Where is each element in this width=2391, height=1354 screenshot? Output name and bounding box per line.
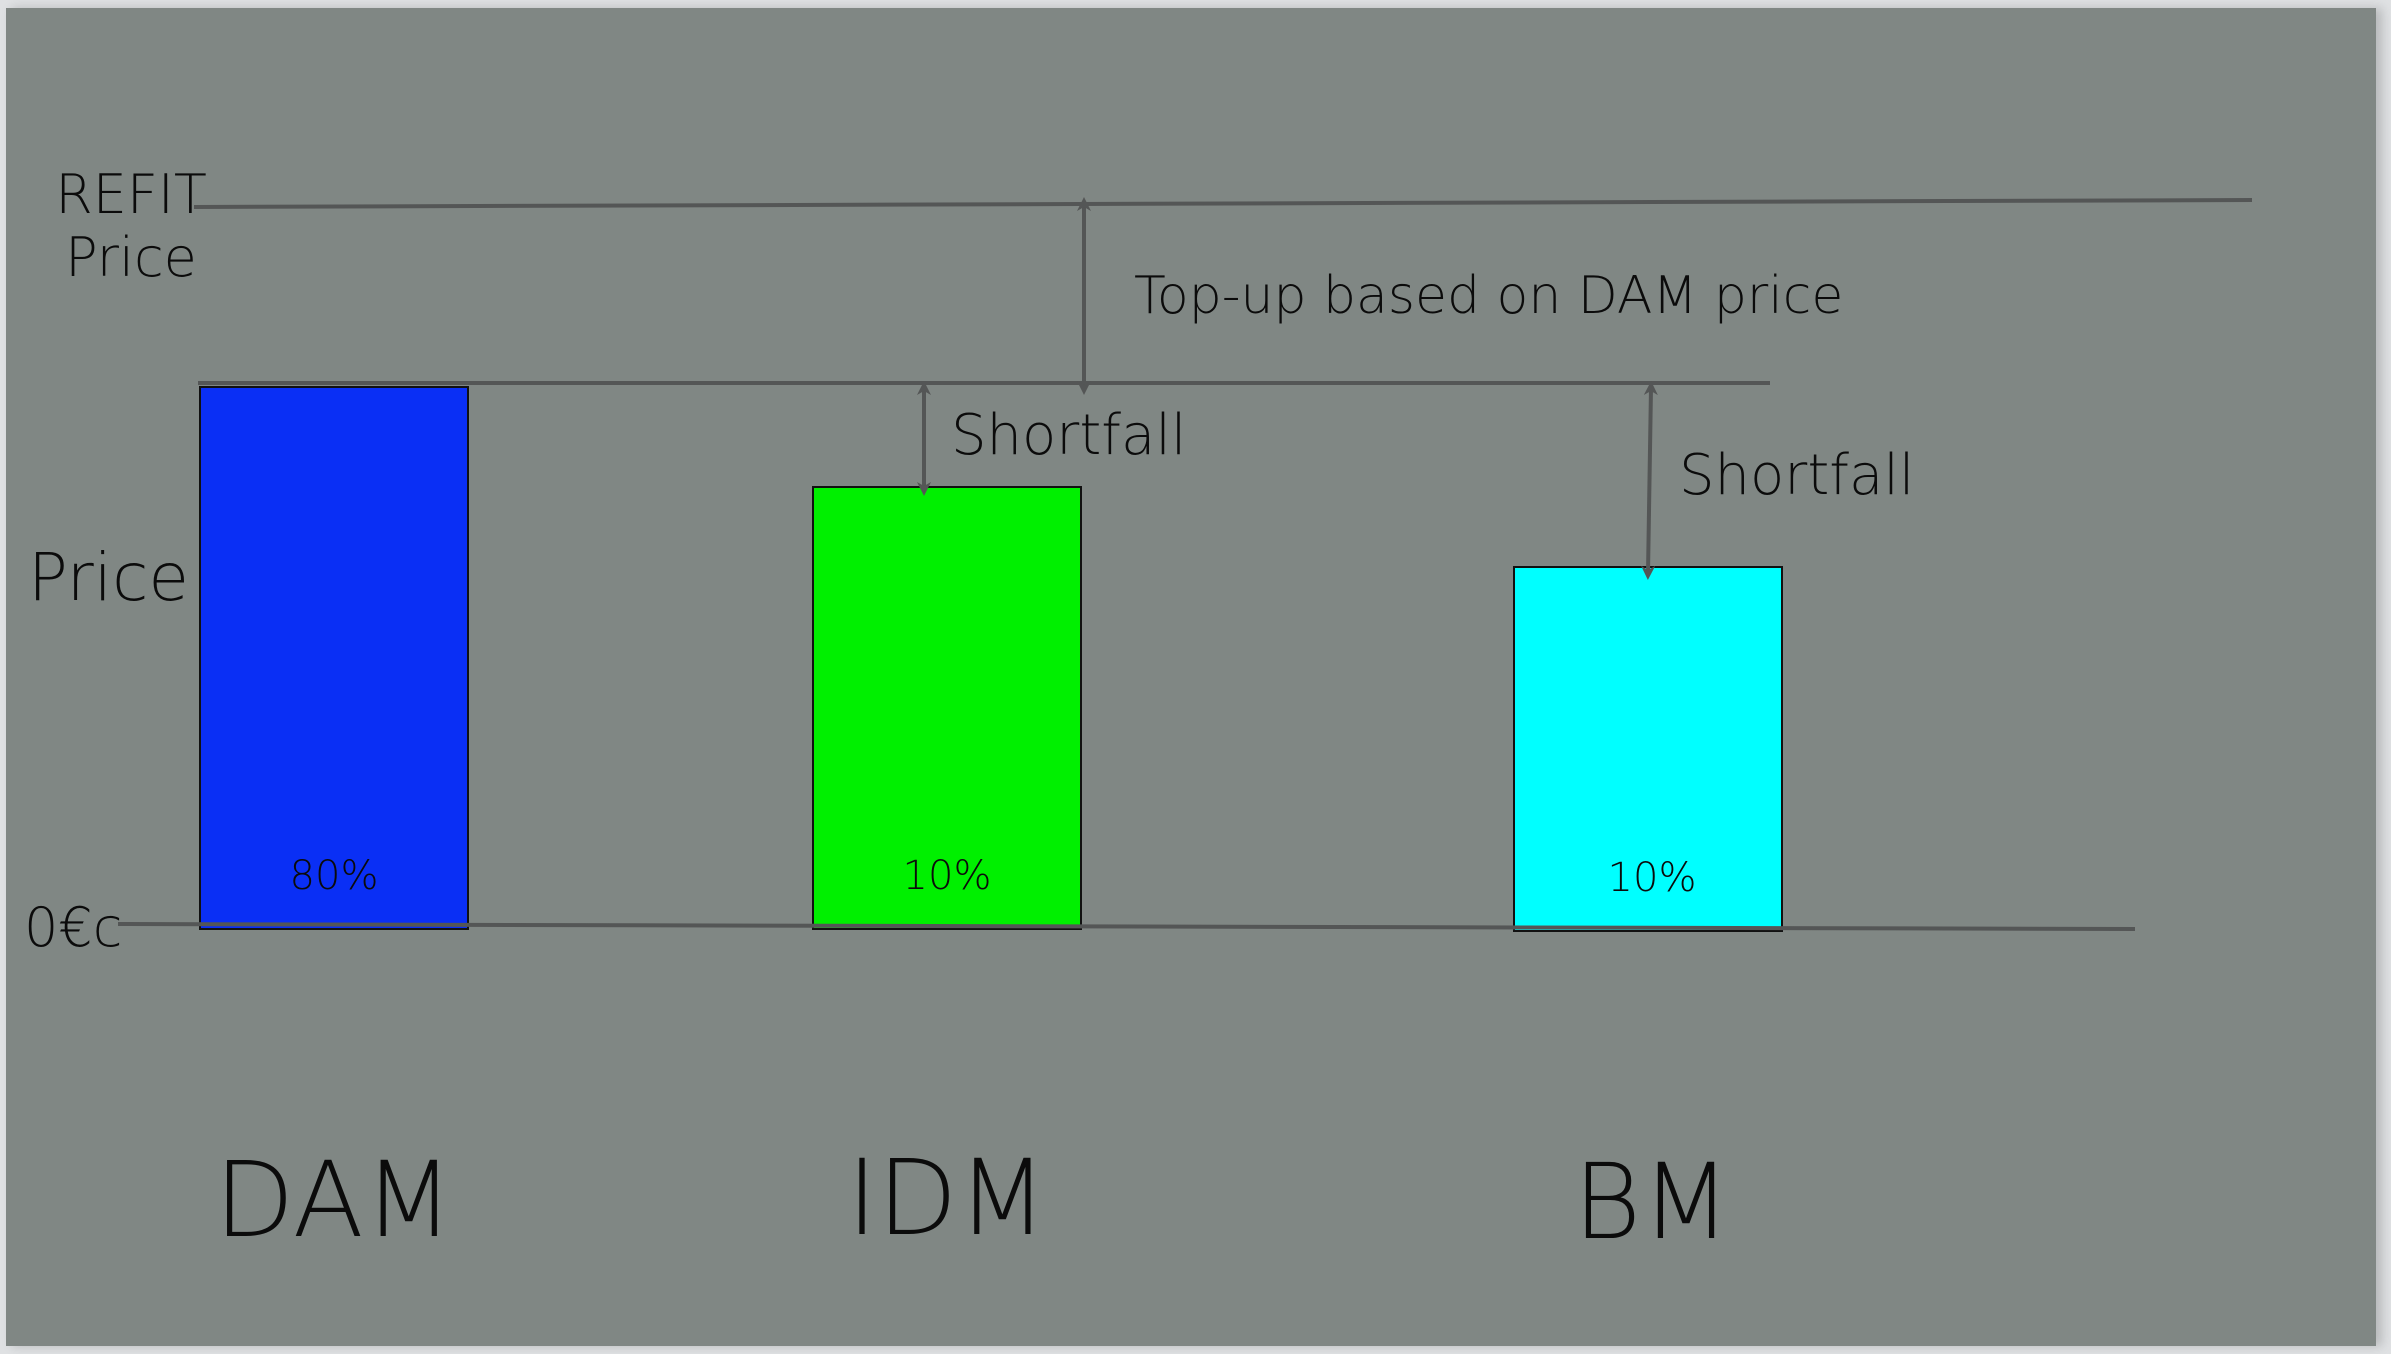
bar-dam bbox=[199, 386, 469, 930]
zero-baseline bbox=[117, 922, 2136, 931]
bar-share-dam: 80% bbox=[290, 853, 379, 899]
top-up-label: Top-up based on DAM price bbox=[1134, 266, 1843, 326]
slide: REFIT Price Price 0€c Top-up based on DA… bbox=[6, 8, 2376, 1346]
market-label-bm: BM bbox=[1573, 1141, 1731, 1263]
market-label-idm: IDM bbox=[847, 1137, 1047, 1259]
market-price-diagram: REFIT Price Price 0€c Top-up based on DA… bbox=[24, 163, 2253, 1263]
shortfall-label-idm: Shortfall bbox=[951, 403, 1186, 468]
y-axis-label: Price bbox=[28, 539, 189, 616]
bar-share-idm: 10% bbox=[903, 853, 992, 899]
refit-label-line1: REFIT bbox=[55, 163, 207, 226]
zero-label: 0€c bbox=[24, 896, 122, 959]
bar-share-bm: 10% bbox=[1608, 855, 1697, 901]
bar-bm bbox=[1513, 566, 1783, 932]
shortfall-arrow-bm bbox=[1641, 381, 1658, 580]
refit-price-line bbox=[193, 198, 2253, 209]
market-label-dam: DAM bbox=[214, 1139, 453, 1261]
bar-idm bbox=[812, 486, 1082, 930]
shortfall-label-bm: Shortfall bbox=[1679, 443, 1914, 508]
refit-label-line2: Price bbox=[65, 226, 197, 289]
